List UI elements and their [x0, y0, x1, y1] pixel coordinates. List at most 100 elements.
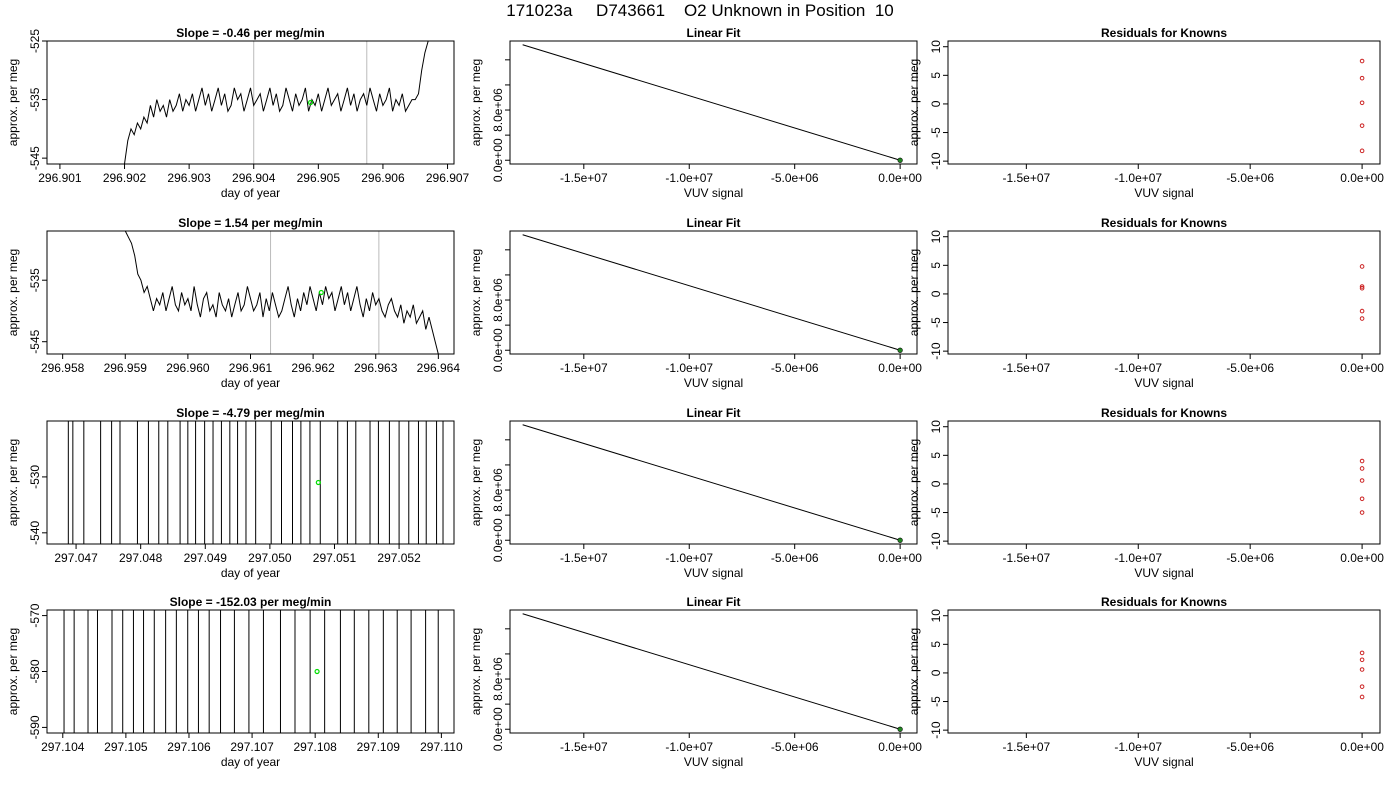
residual-point — [1359, 316, 1365, 321]
x-tick-label: 296.901 — [38, 171, 82, 185]
y-axis-label: approx. per meg — [6, 59, 20, 146]
x-tick-label: 296.903 — [167, 171, 211, 185]
residual-point — [1359, 264, 1365, 269]
panel-title: Linear Fit — [686, 406, 740, 420]
x-tick-label: -1.0e+07 — [665, 740, 713, 754]
panel-title: Slope = 1.54 per meg/min — [178, 216, 322, 230]
x-tick-label: -1.5e+07 — [1002, 740, 1050, 754]
residual-point — [1359, 285, 1365, 291]
y-tick-label: -10 — [929, 721, 943, 739]
x-tick-label: 297.050 — [248, 551, 292, 565]
residual-point — [1359, 100, 1365, 106]
x-tick-label: 0.0e+00 — [878, 551, 922, 565]
y-axis-label: approx. per meg — [6, 439, 20, 526]
x-tick-label: 297.049 — [184, 551, 228, 565]
plot-frame — [509, 420, 918, 545]
x-tick-label: -1.0e+07 — [665, 361, 713, 375]
x-axis-label: VUV signal — [684, 755, 743, 769]
x-tick-label: 296.961 — [229, 361, 273, 375]
x-axis-label: day of year — [221, 566, 280, 580]
y-tick-label: 0.0e+00 — [491, 328, 505, 372]
figure-title: 171023a D743661 O2 Unknown in Position 1… — [506, 1, 894, 20]
residual-point — [1359, 75, 1365, 81]
panel-resid-1: Residuals for Knowns -1.5e+07 -1.0e+07 -5.0… — [907, 26, 1384, 200]
y-tick-label: 5 — [929, 452, 943, 459]
panel-resid-3: Residuals for Knowns -1.5e+07 -1.0e+07 -5.0… — [907, 406, 1384, 580]
fit-line — [522, 613, 901, 730]
x-tick-label: 297.106 — [167, 740, 211, 754]
x-tick-label: 296.962 — [291, 361, 335, 375]
x-tick-label: -1.5e+07 — [560, 551, 608, 565]
y-axis-label: approx. per meg — [6, 249, 20, 336]
y-axis-label: approx. per meg — [469, 59, 483, 146]
y-axis-label: approx. per meg — [6, 628, 20, 715]
data-layer — [522, 44, 901, 161]
x-tick-label: 296.964 — [417, 361, 461, 375]
fit-point — [897, 726, 903, 732]
y-tick-label: 0 — [929, 100, 943, 107]
residual-point — [1359, 148, 1365, 154]
y-tick-label: 8.0e+06 — [491, 88, 505, 132]
current-value-marker — [314, 668, 320, 675]
x-tick-label: -5.0e+06 — [1226, 361, 1274, 375]
x-tick-label: -5.0e+06 — [771, 171, 819, 185]
y-tick-label: 0.0e+00 — [491, 138, 505, 182]
panel-resid-4: Residuals for Knowns -1.5e+07 -1.0e+07 -5.0… — [907, 595, 1384, 769]
x-axis-label: VUV signal — [684, 376, 743, 390]
panel-fit-1: Linear Fit -1.5e+07 -1.0e+07 -5.0e+06 0.0e+0… — [469, 26, 922, 200]
panel-title: Slope = -152.03 per meg/min — [170, 595, 332, 609]
plot-frame — [947, 609, 1381, 734]
x-tick-label: 297.052 — [377, 551, 421, 565]
x-axis-label: VUV signal — [1134, 186, 1193, 200]
panel-trace-4: Slope = -152.03 per meg/min 297.104 297.10… — [6, 595, 463, 769]
panel-fit-4: Linear Fit -1.5e+07 -1.0e+07 -5.0e+06 0.0e+0… — [469, 595, 922, 769]
panel-fit-3: Linear Fit -1.5e+07 -1.0e+07 -5.0e+06 0.0e+0… — [469, 406, 922, 580]
x-tick-label: -1.5e+07 — [560, 361, 608, 375]
y-axis-label: approx. per meg — [907, 439, 921, 526]
panel-fit-2: Linear Fit -1.5e+07 -1.0e+07 -5.0e+06 0.0e+0… — [469, 216, 922, 390]
panel-title: Slope = -4.79 per meg/min — [176, 406, 324, 420]
y-tick-label: 0 — [929, 669, 943, 676]
x-tick-label: -1.5e+07 — [1002, 551, 1050, 565]
x-tick-label: 296.904 — [232, 171, 276, 185]
y-tick-label: -540 — [28, 520, 42, 544]
y-axis-label: approx. per meg — [907, 249, 921, 336]
data-layer — [522, 234, 901, 351]
x-tick-label: -5.0e+06 — [771, 361, 819, 375]
y-tick-label: -590 — [28, 715, 42, 739]
y-tick-label: -545 — [28, 329, 42, 353]
panel-title: Linear Fit — [686, 595, 740, 609]
x-axis-label: day of year — [221, 755, 280, 769]
y-tick-label: 10 — [929, 40, 943, 54]
y-tick-label: 0.0e+00 — [491, 707, 505, 751]
x-tick-label: 297.108 — [293, 740, 337, 754]
x-tick-label: -5.0e+06 — [1226, 551, 1274, 565]
y-tick-label: 8.0e+06 — [491, 657, 505, 701]
y-tick-label: 8.0e+06 — [491, 468, 505, 512]
x-tick-label: 297.104 — [41, 740, 85, 754]
residual-point — [1359, 496, 1365, 502]
plot-frame — [947, 420, 1381, 545]
residual-point — [1359, 284, 1365, 289]
y-tick-label: -580 — [28, 659, 42, 683]
panel-trace-1: Slope = -0.46 per meg/min 296.901 296.902 2… — [6, 26, 470, 200]
y-tick-label: -530 — [28, 465, 42, 489]
fit-point — [897, 157, 903, 163]
x-tick-label: 296.958 — [41, 361, 85, 375]
y-tick-label: 0 — [929, 290, 943, 297]
plot-frame — [509, 40, 918, 165]
panel-trace-2: Slope = 1.54 per meg/min 296.958 296.959 29… — [6, 216, 460, 390]
x-tick-label: 0.0e+00 — [1340, 551, 1384, 565]
plot-frame — [46, 40, 455, 165]
x-tick-label: 0.0e+00 — [878, 171, 922, 185]
x-tick-label: 296.963 — [354, 361, 398, 375]
data-trace-line — [124, 231, 439, 354]
panel-resid-2: Residuals for Knowns -1.5e+07 -1.0e+07 -5.0… — [907, 216, 1384, 390]
panel-title: Residuals for Knowns — [1101, 26, 1227, 40]
x-tick-label: 297.047 — [54, 551, 98, 565]
y-tick-label: 10 — [929, 609, 943, 623]
y-tick-label: -525 — [28, 29, 42, 53]
y-tick-label: -5 — [929, 696, 943, 707]
x-tick-label: -1.5e+07 — [1002, 171, 1050, 185]
residual-point — [1359, 458, 1365, 464]
